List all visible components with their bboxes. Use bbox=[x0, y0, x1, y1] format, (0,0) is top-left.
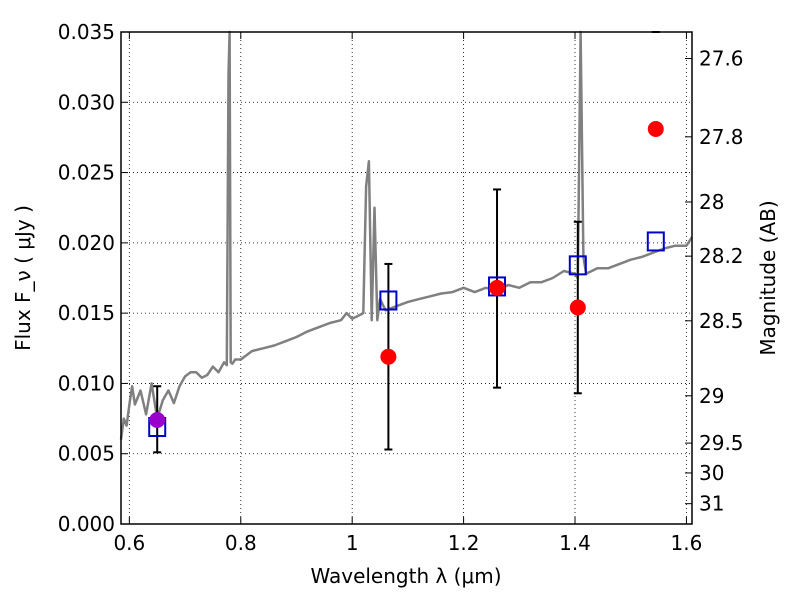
axes-frame bbox=[120, 31, 693, 525]
x-axis-label: Wavelength λ (μm) bbox=[310, 564, 501, 588]
right-tick-label: 29 bbox=[699, 384, 724, 408]
ticks: 0.6 0.8 1 1.2 1.4 1.6 0.000 0.005 0.010 0.015 0.02… bbox=[58, 20, 744, 555]
right-tick-label: 28 bbox=[699, 190, 724, 214]
right-tick-label: 27.6 bbox=[699, 47, 744, 71]
model-point bbox=[646, 231, 665, 252]
y-axis-label: Flux F_ν ( μJy ) bbox=[11, 205, 35, 351]
x-tick-label: 0.6 bbox=[113, 531, 145, 555]
y-tick-label: 0.010 bbox=[58, 371, 115, 395]
right-tick-label: 30 bbox=[699, 461, 724, 485]
model-point bbox=[568, 255, 587, 276]
y-tick-label: 0.005 bbox=[58, 442, 115, 466]
right-tick-label: 29.5 bbox=[699, 431, 744, 455]
right-tick-label: 28.5 bbox=[699, 309, 744, 333]
observed-point bbox=[569, 299, 586, 316]
right-tick-label: 28.2 bbox=[699, 244, 744, 268]
y-tick-label: 0.025 bbox=[58, 161, 115, 185]
axis-labels: Wavelength λ (μm) Flux F_ν ( μJy ) Magni… bbox=[11, 200, 780, 588]
y-tick-label: 0.030 bbox=[58, 90, 115, 114]
observed-point bbox=[149, 411, 166, 428]
y-tick-label: 0.000 bbox=[58, 512, 115, 536]
x-tick-label: 1.2 bbox=[448, 531, 480, 555]
right-axis-label: Magnitude (AB) bbox=[756, 200, 780, 355]
x-tick-label: 1.4 bbox=[559, 531, 591, 555]
right-tick-label: 27.8 bbox=[699, 125, 744, 149]
plot-frame bbox=[120, 31, 693, 525]
y-tick-label: 0.035 bbox=[58, 20, 115, 44]
observed-point bbox=[489, 279, 506, 296]
y-tick-label: 0.020 bbox=[58, 231, 115, 255]
observed-points bbox=[149, 120, 664, 428]
observed-point bbox=[647, 120, 664, 137]
right-tick-label: 31 bbox=[699, 492, 724, 516]
x-tick-label: 1.6 bbox=[671, 531, 703, 555]
x-tick-label: 0.8 bbox=[225, 531, 257, 555]
observed-point bbox=[380, 348, 397, 365]
x-tick-label: 1 bbox=[346, 531, 359, 555]
model-point bbox=[379, 290, 398, 311]
y-tick-label: 0.015 bbox=[58, 301, 115, 325]
